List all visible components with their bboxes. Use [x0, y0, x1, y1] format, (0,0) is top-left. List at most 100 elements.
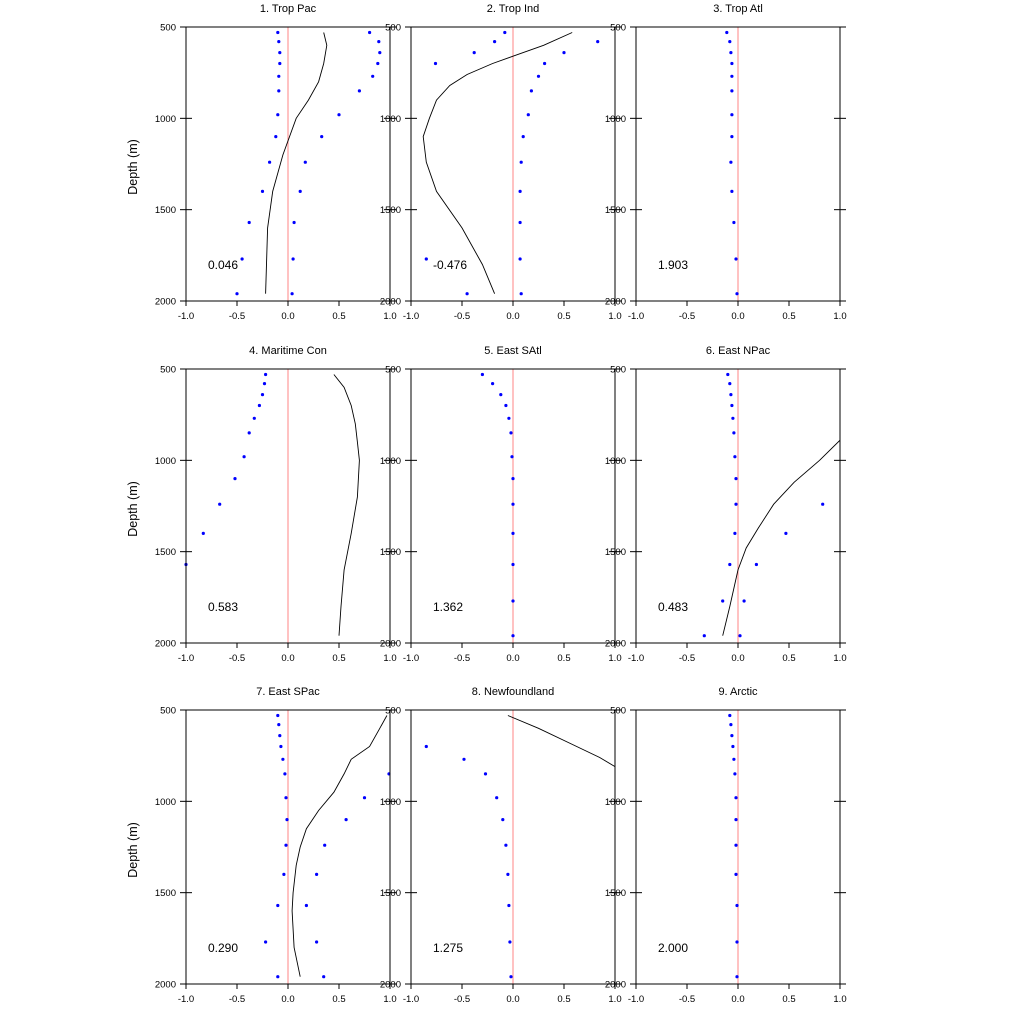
x-tick-label: 0.0 [506, 653, 519, 664]
panel-annotation: 2.000 [658, 941, 688, 955]
data-point [242, 455, 246, 459]
data-point [371, 74, 375, 78]
data-point [499, 393, 503, 397]
y-tick-label: 1500 [605, 888, 626, 899]
data-point [518, 220, 522, 225]
data-point [284, 796, 288, 800]
data-point [376, 61, 380, 66]
data-point [511, 599, 515, 603]
data-point [754, 562, 759, 567]
y-tick-label: 1500 [380, 888, 401, 899]
data-point [734, 872, 738, 877]
panel-2: 500 1000 1500 2000-1.0 -0.5 0.0 0.5 1.0 2. Trop … [380, 3, 622, 322]
x-tick-label: 1.0 [383, 994, 396, 1005]
x-tick-label: 0.5 [332, 311, 345, 322]
data-point [378, 51, 382, 55]
panel-title: 6. East NPac [706, 345, 771, 357]
data-point [264, 372, 268, 377]
data-point [344, 818, 348, 822]
data-point [784, 531, 788, 536]
data-point [728, 562, 732, 567]
data-point [518, 189, 522, 193]
data-point [729, 160, 733, 164]
x-tick-label: -1.0 [178, 994, 194, 1005]
data-point [509, 431, 513, 435]
x-tick-label: 0.0 [731, 311, 744, 322]
data-point [735, 975, 739, 979]
data-point [291, 257, 295, 261]
x-tick-label: -0.5 [229, 311, 245, 322]
y-tick-label: 2000 [380, 297, 401, 308]
data-point [320, 135, 324, 139]
x-tick-label: 1.0 [383, 653, 396, 664]
data-point [357, 89, 361, 93]
y-tick-label: 2000 [605, 297, 626, 308]
data-point [303, 160, 307, 164]
data-point [511, 502, 515, 506]
x-tick-label: -0.5 [454, 994, 470, 1005]
x-tick-label: -0.5 [679, 994, 695, 1005]
series-line [291, 715, 388, 977]
data-point [284, 843, 288, 847]
data-point [734, 818, 738, 822]
data-point [276, 903, 280, 908]
x-tick-label: 0.0 [506, 994, 519, 1005]
data-point [491, 382, 495, 386]
data-point [276, 113, 280, 117]
data-point [201, 531, 205, 536]
data-point [509, 975, 513, 979]
data-point [521, 135, 525, 139]
data-point [511, 562, 515, 567]
data-point [702, 634, 706, 638]
y-tick-label: 1500 [155, 205, 176, 216]
data-point [732, 757, 736, 761]
y-tick-label: 1000 [155, 797, 176, 808]
data-point [276, 975, 280, 979]
panel-annotation: 1.362 [433, 600, 463, 614]
y-tick-label: 2000 [380, 980, 401, 991]
data-point [511, 531, 515, 536]
y-tick-label: 500 [610, 706, 626, 717]
y-tick-label: 2000 [155, 639, 176, 650]
y-tick-label: 1500 [605, 547, 626, 558]
data-point [262, 382, 267, 386]
data-point [506, 872, 510, 877]
data-point [278, 51, 282, 55]
data-point [260, 393, 265, 397]
data-point [495, 796, 499, 800]
y-tick-label: 2000 [155, 297, 176, 308]
x-tick-label: 0.5 [557, 311, 570, 322]
data-point [465, 292, 469, 296]
data-point [257, 403, 261, 408]
data-point [283, 772, 287, 776]
data-point [277, 89, 281, 93]
panel-title: 5. East SAtl [484, 345, 541, 357]
data-point [268, 160, 272, 164]
panel-5: 500 1000 1500 2000-1.0 -0.5 0.0 0.5 1.0 5. East … [380, 345, 622, 664]
panel-title: 7. East SPac [256, 686, 320, 698]
y-tick-label: 1000 [605, 797, 626, 808]
y-axis-label: Depth (m) [126, 822, 140, 878]
data-point [732, 220, 736, 225]
panel-3: 500 1000 1500 2000-1.0 -0.5 0.0 0.5 1.0 3. Trop … [605, 3, 847, 322]
x-tick-label: 0.5 [782, 311, 795, 322]
data-point [730, 189, 734, 193]
x-tick-label: -1.0 [403, 311, 419, 322]
data-point [277, 723, 281, 727]
data-point [730, 734, 734, 738]
data-point [290, 292, 294, 296]
y-tick-label: 1500 [155, 888, 176, 899]
y-axis-label: Depth (m) [126, 481, 140, 537]
data-point [730, 135, 734, 139]
x-tick-label: -1.0 [403, 653, 419, 664]
data-point [734, 477, 738, 481]
panel-title: 1. Trop Pac [260, 3, 317, 15]
y-tick-label: 500 [160, 23, 176, 34]
panel-title: 2. Trop Ind [487, 3, 540, 15]
x-tick-label: 1.0 [608, 653, 621, 664]
data-point [504, 403, 508, 408]
x-tick-label: 1.0 [833, 311, 846, 322]
data-point [240, 257, 244, 261]
data-point [282, 872, 286, 877]
